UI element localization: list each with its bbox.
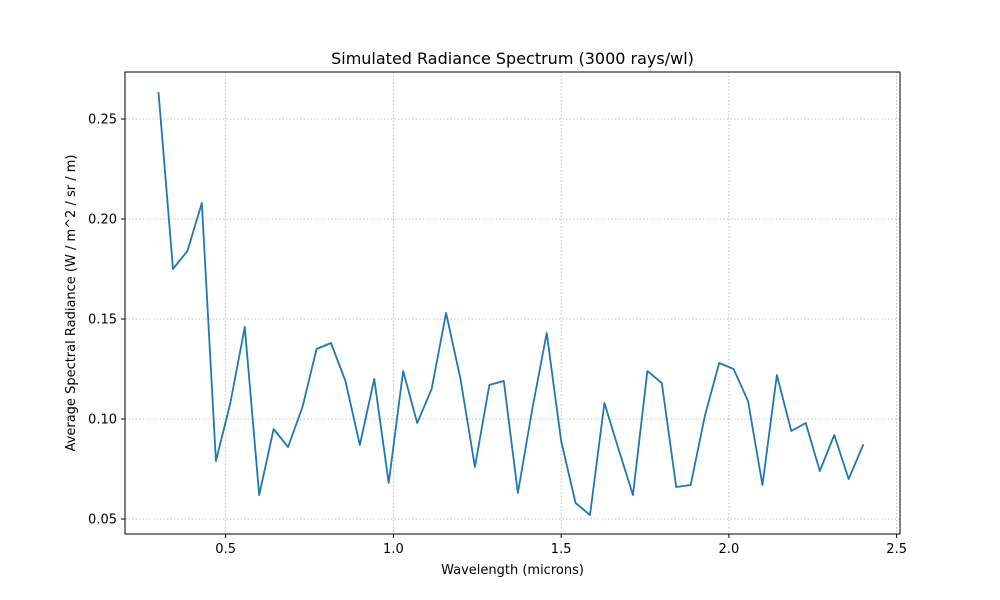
x-tick-label: 2.0	[719, 542, 740, 557]
y-tick-label: 0.20	[88, 213, 117, 228]
x-tick-label: 0.5	[215, 542, 236, 557]
x-tick-label: 1.0	[383, 542, 404, 557]
x-tick-label: 2.5	[886, 542, 907, 557]
plot-frame	[124, 71, 901, 535]
x-axis-title: Wavelength (microns)	[441, 563, 584, 578]
series-line	[157, 92, 865, 516]
y-axis-title: Average Spectral Radiance (W / m^2 / sr …	[64, 155, 79, 452]
y-tick-label: 0.15	[88, 313, 117, 328]
axis-ticks: 0.5 1.0 1.5 2.0 2.5 0.05 0.10 0.15 0.20 0.25	[88, 113, 907, 558]
y-tick-label: 0.10	[88, 413, 117, 428]
y-tick-label: 0.05	[88, 513, 117, 528]
series-layer	[157, 92, 865, 516]
chart-title: Simulated Radiance Spectrum (3000 rays/w…	[331, 49, 694, 68]
x-tick-label: 1.5	[551, 542, 572, 557]
y-tick-label: 0.25	[88, 113, 117, 128]
grid-lines	[125, 72, 900, 534]
